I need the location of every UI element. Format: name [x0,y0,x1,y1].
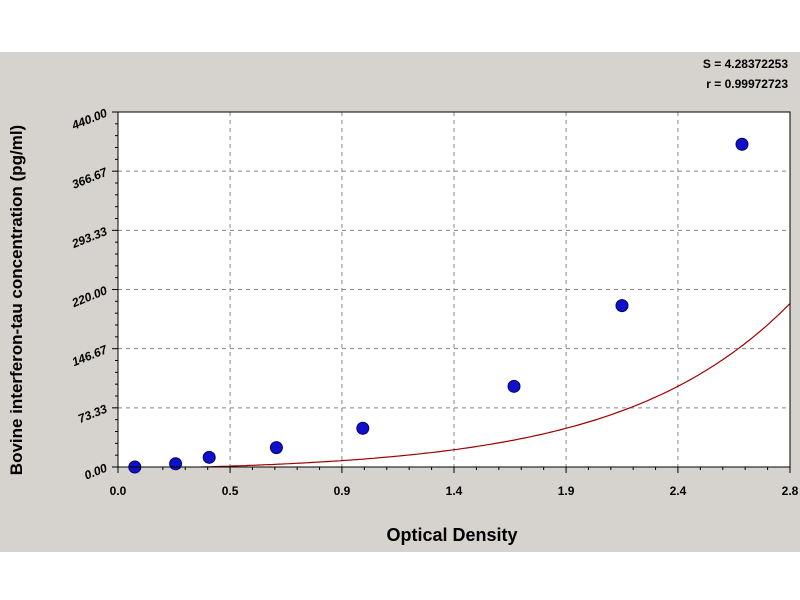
grid [118,112,790,467]
x-axis-title: Optical Density [386,525,517,545]
stat-r: r = 0.99972723 [706,77,788,91]
y-tick-label: 73.33 [76,402,109,426]
fit-curve [181,303,790,467]
x-tick-label: 2.4 [670,484,687,498]
data-point [269,441,283,455]
x-tick-label: 1.9 [558,484,575,498]
x-tick-label: 1.4 [446,484,463,498]
x-tick-label: 0.9 [334,484,351,498]
data-point [507,379,521,393]
y-axis-title: Bovine interferon-tau concentration (pg/… [7,125,26,475]
y-tick-label: 366.67 [70,164,111,191]
stat-s: S = 4.28372253 [703,57,788,71]
x-tick-label: 0.5 [222,484,239,498]
x-axis-ticks: 0.0 0.5 0.9 1.4 1.9 2.4 2.8 [110,467,799,498]
x-tick-label: 0.0 [110,484,127,498]
data-point [356,421,370,435]
data-points [128,137,749,474]
y-tick-label: 440.00 [69,106,110,133]
data-point [202,450,216,464]
y-axis-ticks: 0.00 73.33 146.67 220.00 293.33 366.67 440.00 [69,106,118,483]
data-point [735,137,749,151]
y-tick-label: 220.00 [69,283,110,310]
y-tick-label: 293.33 [69,224,110,251]
x-tick-label: 2.8 [782,484,799,498]
y-tick-label: 0.00 [82,461,109,483]
data-point [615,299,629,313]
y-tick-label: 146.67 [70,342,111,369]
data-point [169,457,183,471]
